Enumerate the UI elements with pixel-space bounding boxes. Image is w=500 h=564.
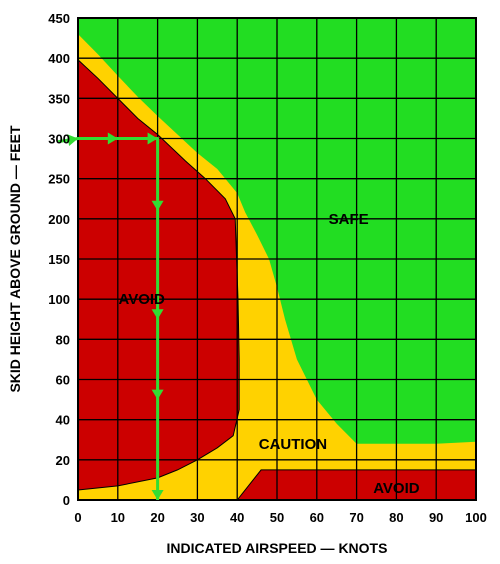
arrowhead: [151, 200, 164, 211]
y-tick-label: 450: [48, 11, 70, 26]
y-tick-label: 400: [48, 51, 70, 66]
y-tick-label: 100: [48, 292, 70, 307]
x-tick-label: 30: [190, 510, 204, 525]
y-tick-label: 150: [48, 252, 70, 267]
region-label-avoid-low: AVOID: [373, 480, 420, 497]
y-tick-label: 350: [48, 91, 70, 106]
example-arrow-path: [57, 137, 160, 500]
example-arrows: [57, 132, 164, 500]
y-tick-label: 40: [56, 413, 70, 428]
arrowhead: [151, 389, 164, 400]
y-tick-label: 60: [56, 373, 70, 388]
y-tick-label: 250: [48, 172, 70, 187]
y-tick-labels: 0 20 40 60 80 100 150 200 250 300 350 400 450: [48, 11, 70, 508]
grid-lines: [77, 17, 477, 501]
y-tick-label: 200: [48, 212, 70, 227]
arrowhead: [151, 309, 164, 320]
x-tick-label: 70: [349, 510, 363, 525]
y-axis-title: SKID HEIGHT ABOVE GROUND — FEET: [7, 125, 23, 393]
arrowhead: [107, 132, 118, 145]
y-tick-label: 300: [48, 132, 70, 147]
x-tick-label: 20: [150, 510, 164, 525]
x-tick-label: 0: [74, 510, 81, 525]
x-tick-label: 90: [429, 510, 443, 525]
x-tick-label: 40: [230, 510, 244, 525]
x-tick-label: 80: [389, 510, 403, 525]
arrowhead: [67, 134, 78, 146]
y-tick-label: 0: [63, 493, 70, 508]
region-label-safe: SAFE: [329, 211, 369, 228]
region-label-avoid-high: AVOID: [118, 291, 165, 308]
x-tick-label: 100: [465, 510, 487, 525]
x-tick-labels: 0 10 20 30 40 50 60 70 80 90 100: [74, 510, 486, 525]
arrowhead: [147, 132, 158, 145]
x-axis-title: INDICATED AIRSPEED — KNOTS: [167, 540, 388, 556]
arrowhead: [151, 490, 164, 500]
y-tick-label: 20: [56, 453, 70, 468]
region-labels: SAFE CAUTION AVOID AVOID: [118, 211, 419, 497]
y-tick-label: 80: [56, 332, 70, 347]
x-tick-label: 50: [270, 510, 284, 525]
x-tick-label: 60: [310, 510, 324, 525]
x-tick-label: 10: [111, 510, 125, 525]
plot-frame: [77, 17, 477, 501]
region-label-caution: CAUTION: [259, 436, 327, 453]
